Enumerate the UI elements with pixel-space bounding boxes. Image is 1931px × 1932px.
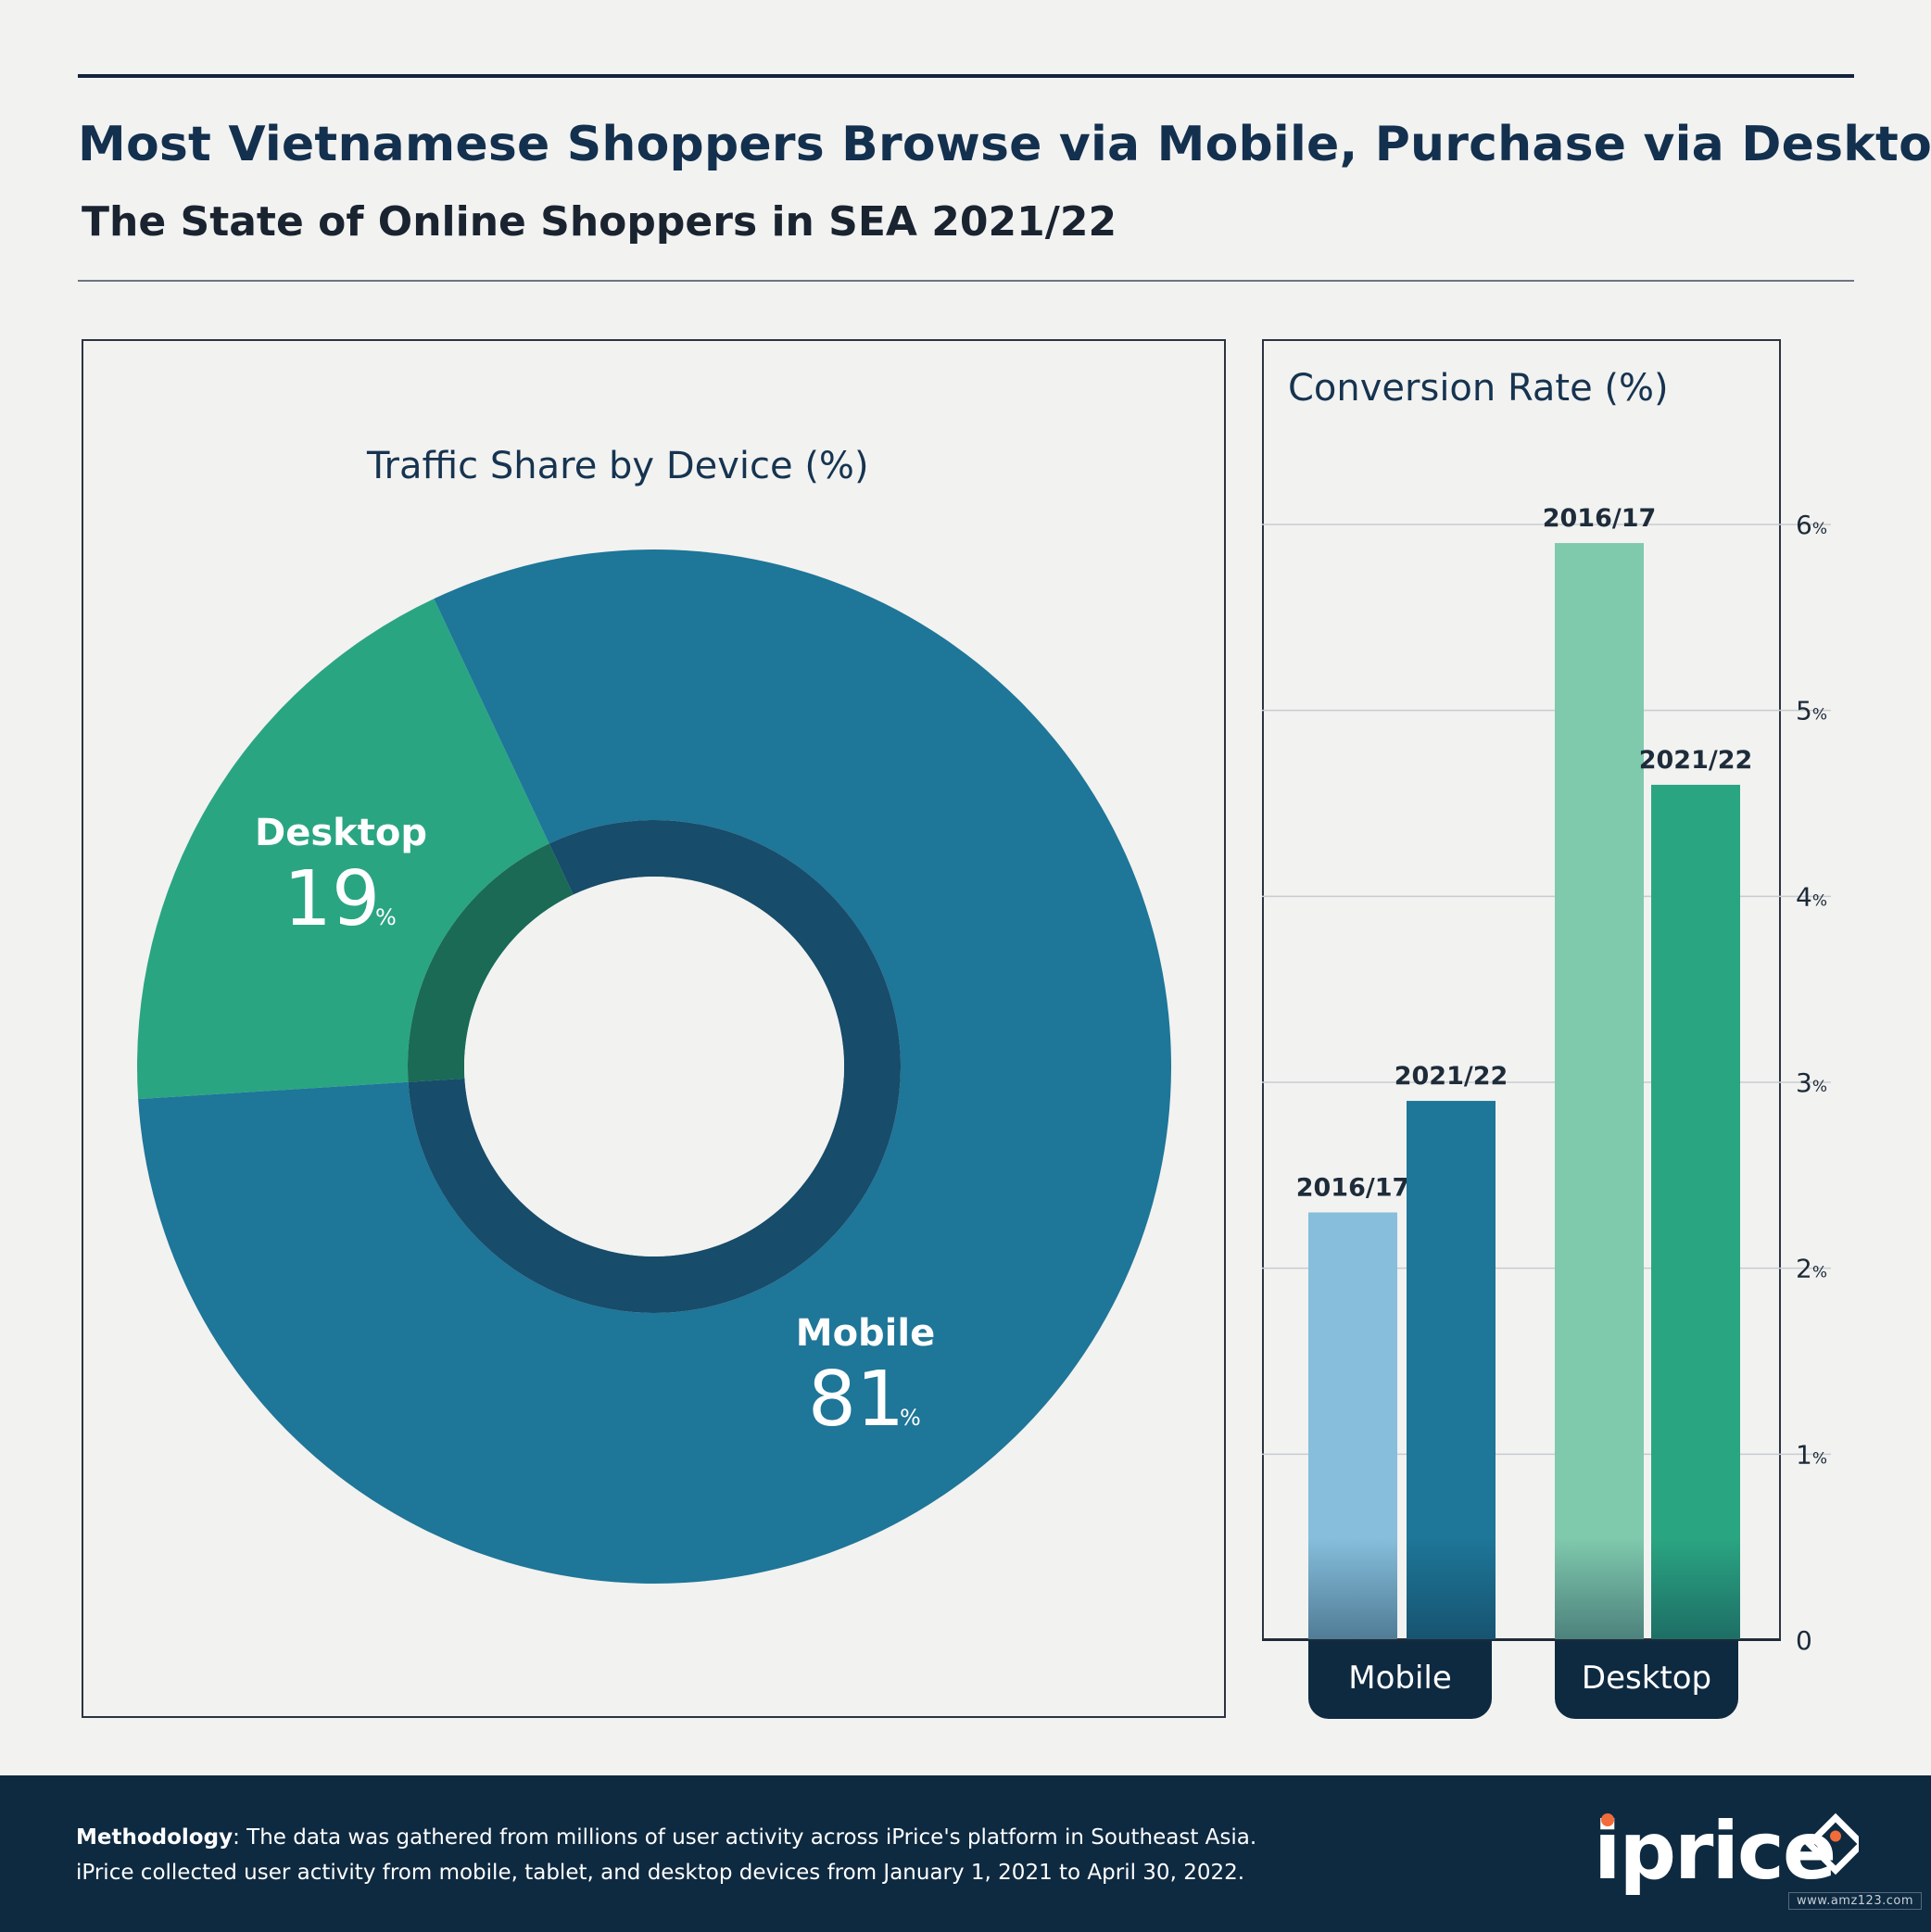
slice-value-mobile: 81 <box>808 1356 904 1444</box>
logo-text: iprice <box>1594 1805 1836 1898</box>
y-tick-unit: % <box>1812 706 1827 725</box>
page-title: Most Vietnamese Shoppers Browse via Mobi… <box>78 117 1931 172</box>
top-rule <box>78 74 1854 78</box>
methodology-line-1: Methodology: The data was gathered from … <box>76 1825 1256 1850</box>
methodology-line-2: iPrice collected user activity from mobi… <box>76 1861 1245 1885</box>
bar-label-desktop-2016-17: 2016/17 <box>1543 504 1657 533</box>
category-pill-desktop <box>1555 1641 1738 1719</box>
tag-icon <box>1804 1812 1859 1875</box>
bar-desktop-2021-22 <box>1651 784 1740 1640</box>
traffic-chart-title: Traffic Share by Device (%) <box>367 445 869 487</box>
slice-value-desktop: 19 <box>284 855 380 943</box>
bar-base-shade-1-0 <box>1555 1538 1644 1640</box>
y-tick-label-1: 1% <box>1796 1439 1827 1470</box>
donut-inner-ring-desktop <box>408 843 574 1082</box>
y-tick-unit: % <box>1812 1078 1827 1096</box>
charts-canvas: Mobile81%Desktop19%01%2%3%4%5%6%2016/172… <box>137 504 1831 1719</box>
donut-slice-desktop <box>137 599 549 1100</box>
logo-mark <box>1601 1812 1859 1875</box>
donut-hole <box>464 877 844 1256</box>
y-tick-label-6: 6% <box>1796 510 1827 540</box>
y-tick-unit: % <box>1812 520 1827 538</box>
page-subtitle: The State of Online Shoppers in SEA 2021… <box>82 198 1117 246</box>
category-label-mobile: Mobile <box>1348 1660 1452 1697</box>
y-tick-unit: % <box>1812 1264 1827 1282</box>
category-label-desktop: Desktop <box>1582 1660 1711 1697</box>
y-tick-unit: % <box>1812 891 1827 910</box>
y-tick-label-4: 4% <box>1796 881 1827 912</box>
bar-desktop-2016-17 <box>1555 543 1644 1640</box>
watermark: www.amz123.com <box>1788 1892 1922 1910</box>
methodology-label: Methodology <box>76 1825 233 1850</box>
iprice-logo: iprice <box>1594 1805 1836 1898</box>
methodology-text-1: : The data was gathered from millions of… <box>233 1825 1257 1850</box>
bar-base-shade-0-0 <box>1308 1538 1397 1640</box>
bar-label-desktop-2021-22: 2021/22 <box>1639 746 1753 775</box>
footer <box>0 1775 1931 1932</box>
category-pill-mobile <box>1308 1641 1492 1719</box>
conversion-chart-title: Conversion Rate (%) <box>1288 367 1669 410</box>
y-tick-label-0: 0 <box>1796 1625 1812 1656</box>
bar-base-shade-1-1 <box>1651 1538 1740 1640</box>
slice-label-mobile: Mobile <box>796 1312 935 1355</box>
header-divider <box>78 280 1854 282</box>
y-tick-unit: % <box>1812 1449 1827 1468</box>
y-tick-label-2: 2% <box>1796 1254 1827 1284</box>
logo-dot <box>1601 1813 1614 1826</box>
bar-label-mobile-2016-17: 2016/17 <box>1296 1173 1410 1202</box>
donut-slice-mobile <box>138 549 1171 1584</box>
bar-label-mobile-2021-22: 2021/22 <box>1395 1062 1508 1091</box>
slice-unit-mobile: % <box>900 1405 921 1431</box>
slice-label-desktop: Desktop <box>255 812 427 854</box>
traffic-share-panel <box>82 339 1226 1718</box>
y-tick-label-5: 5% <box>1796 696 1827 726</box>
slice-unit-desktop: % <box>375 904 397 930</box>
bar-base-shade-0-1 <box>1407 1538 1496 1640</box>
y-tick-label-3: 3% <box>1796 1067 1827 1098</box>
